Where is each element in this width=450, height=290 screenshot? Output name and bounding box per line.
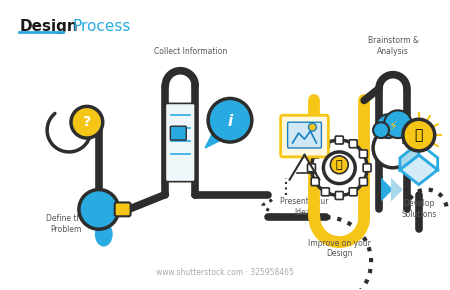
Circle shape: [311, 140, 367, 195]
Circle shape: [373, 128, 413, 168]
Polygon shape: [205, 130, 225, 148]
FancyBboxPatch shape: [335, 192, 343, 200]
FancyBboxPatch shape: [335, 136, 343, 144]
Circle shape: [384, 110, 412, 138]
FancyBboxPatch shape: [165, 104, 195, 182]
Text: Brainstorm &
Analysis: Brainstorm & Analysis: [368, 37, 418, 56]
FancyBboxPatch shape: [115, 202, 130, 216]
Polygon shape: [391, 178, 403, 202]
Text: Improve on your
Design: Improve on your Design: [308, 239, 371, 258]
Text: ⚡: ⚡: [389, 120, 397, 133]
Text: ?: ?: [83, 115, 91, 129]
Text: Define the
Problem: Define the Problem: [46, 214, 86, 234]
FancyBboxPatch shape: [321, 188, 329, 196]
Circle shape: [71, 106, 103, 138]
Circle shape: [330, 156, 348, 174]
FancyBboxPatch shape: [311, 150, 319, 158]
FancyBboxPatch shape: [171, 126, 186, 140]
Circle shape: [208, 98, 252, 142]
Text: Process: Process: [73, 19, 131, 34]
FancyBboxPatch shape: [349, 140, 357, 148]
Circle shape: [309, 123, 316, 131]
Text: 💡: 💡: [336, 160, 342, 170]
FancyBboxPatch shape: [360, 178, 367, 186]
FancyBboxPatch shape: [349, 188, 357, 196]
FancyBboxPatch shape: [363, 164, 371, 172]
Polygon shape: [400, 143, 419, 170]
Text: www.shutterstock.com · 325958465: www.shutterstock.com · 325958465: [156, 268, 294, 277]
Text: Design: Design: [19, 19, 78, 34]
Text: Present your
Ideas: Present your Ideas: [280, 197, 329, 217]
Ellipse shape: [95, 222, 112, 246]
Circle shape: [79, 190, 119, 229]
Text: 💡: 💡: [414, 128, 423, 142]
Text: Develop
Solutions: Develop Solutions: [401, 200, 436, 219]
Circle shape: [324, 152, 355, 184]
Circle shape: [373, 122, 389, 138]
FancyBboxPatch shape: [288, 122, 321, 148]
Polygon shape: [381, 178, 393, 202]
FancyBboxPatch shape: [360, 150, 367, 158]
Polygon shape: [419, 143, 438, 170]
FancyBboxPatch shape: [281, 115, 328, 157]
Text: Collect Information: Collect Information: [153, 47, 227, 56]
Circle shape: [376, 114, 400, 138]
FancyBboxPatch shape: [307, 164, 315, 172]
Circle shape: [403, 119, 435, 151]
FancyBboxPatch shape: [321, 140, 329, 148]
Polygon shape: [400, 155, 438, 185]
FancyBboxPatch shape: [311, 178, 319, 186]
Text: i: i: [227, 114, 233, 129]
